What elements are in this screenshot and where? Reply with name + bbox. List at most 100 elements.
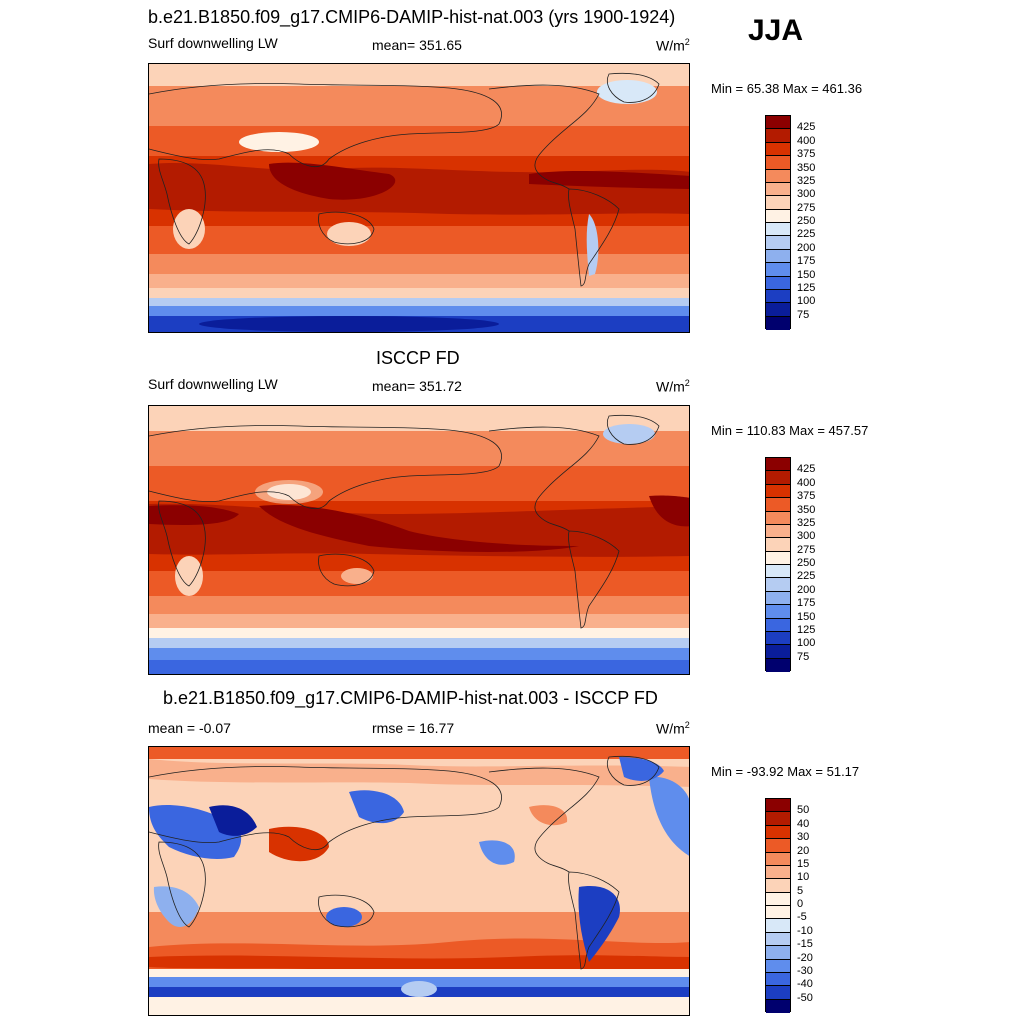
colorbar-tick-label: 400 — [797, 134, 816, 147]
colorbar-tick-label: 300 — [797, 188, 816, 201]
colorbar-swatch — [766, 799, 790, 813]
colorbar-swatch — [766, 879, 790, 893]
colorbar-swatch — [766, 223, 790, 237]
colorbar-tick-label: 375 — [797, 148, 816, 161]
colorbar-swatch — [766, 524, 790, 539]
colorbar-swatch — [766, 645, 790, 659]
colorbar-swatch — [766, 169, 790, 183]
colorbar-swatch — [766, 932, 790, 947]
colorbar-swatch — [766, 471, 790, 485]
colorbar-swatch — [766, 209, 790, 223]
colorbar-swatch — [766, 458, 790, 472]
colorbar-swatch — [766, 591, 790, 606]
colorbar-tick-label: -10 — [797, 924, 813, 937]
colorbar-swatch — [766, 825, 790, 840]
colorbar-tick-label: 75 — [797, 650, 810, 663]
colorbar-tick-label: 200 — [797, 583, 816, 596]
colorbar-swatch — [766, 249, 790, 264]
colorbar-swatch — [766, 812, 790, 826]
panel3-minmax: Min = -93.92 Max = 51.17 — [711, 764, 860, 779]
colorbar-tick-label: 275 — [797, 543, 816, 556]
colorbar-swatch — [766, 865, 790, 880]
colorbar-swatch — [766, 892, 790, 906]
panel2-variable-label: Surf downwelling LW — [148, 376, 278, 392]
panel1-units: W/m2 — [656, 37, 690, 54]
colorbar-swatch — [766, 631, 790, 646]
colorbar-tick-label: 325 — [797, 174, 816, 187]
panel3-rmse-label: rmse = 16.77 — [372, 720, 455, 736]
panel2-mean-label: mean= 351.72 — [372, 378, 462, 394]
colorbar-tick-label: 0 — [797, 898, 804, 910]
colorbar-tick-label: 10 — [797, 871, 810, 884]
colorbar-tick-label: 40 — [797, 817, 810, 830]
panel3-colorbar — [765, 798, 791, 1013]
panel2-title: ISCCP FD — [376, 348, 460, 368]
colorbar-tick-label: 175 — [797, 255, 816, 268]
colorbar-tick-label: -20 — [797, 951, 813, 964]
colorbar-tick-label: 125 — [797, 281, 816, 294]
colorbar-swatch — [766, 156, 790, 170]
colorbar-tick-label: 50 — [797, 804, 810, 817]
panel1-map — [148, 63, 690, 333]
colorbar-tick-label: 20 — [797, 844, 810, 857]
colorbar-tick-label: 375 — [797, 490, 816, 503]
colorbar-swatch — [766, 263, 790, 277]
colorbar-tick-label: 150 — [797, 268, 816, 281]
colorbar-tick-label: 275 — [797, 201, 816, 214]
colorbar-tick-label: 225 — [797, 228, 816, 241]
colorbar-tick-label: 30 — [797, 831, 810, 844]
colorbar-swatch — [766, 129, 790, 143]
panel3-map — [148, 746, 690, 1016]
colorbar-tick-label: 325 — [797, 516, 816, 529]
panel1-minmax: Min = 65.38 Max = 461.36 — [711, 81, 863, 96]
colorbar-swatch — [766, 498, 790, 512]
colorbar-swatch — [766, 316, 790, 330]
colorbar-swatch — [766, 116, 790, 130]
panel3-units: W/m2 — [656, 720, 690, 737]
colorbar-swatch — [766, 538, 790, 552]
panel1-colorbar — [765, 115, 791, 330]
panel2-colorbar — [765, 457, 791, 672]
colorbar-swatch — [766, 972, 790, 987]
colorbar-swatch — [766, 196, 790, 210]
panel2-units: W/m2 — [656, 378, 690, 395]
colorbar-tick-label: 175 — [797, 597, 816, 610]
colorbar-swatch — [766, 839, 790, 853]
colorbar-tick-label: 100 — [797, 295, 816, 308]
colorbar-swatch — [766, 511, 790, 525]
colorbar-tick-label: 100 — [797, 637, 816, 650]
colorbar-tick-label: 300 — [797, 530, 816, 543]
colorbar-swatch — [766, 578, 790, 592]
colorbar-swatch — [766, 906, 790, 920]
colorbar-swatch — [766, 303, 790, 317]
colorbar-swatch — [766, 919, 790, 933]
panel1-mean-label: mean= 351.65 — [372, 37, 462, 53]
colorbar-swatch — [766, 946, 790, 960]
colorbar-tick-label: -30 — [797, 964, 813, 977]
colorbar-swatch — [766, 276, 790, 290]
season-label: JJA — [748, 14, 804, 47]
colorbar-swatch — [766, 182, 790, 197]
colorbar-tick-label: 350 — [797, 503, 816, 516]
colorbar-tick-label: 125 — [797, 623, 816, 636]
colorbar-swatch — [766, 618, 790, 632]
colorbar-swatch — [766, 605, 790, 619]
colorbar-swatch — [766, 986, 790, 1000]
colorbar-swatch — [766, 999, 790, 1013]
colorbar-swatch — [766, 484, 790, 499]
panel2-map — [148, 405, 690, 675]
colorbar-tick-label: 250 — [797, 215, 816, 227]
panel1-title: b.e21.B1850.f09_g17.CMIP6-DAMIP-hist-nat… — [148, 7, 676, 27]
colorbar-tick-label: 15 — [797, 857, 810, 870]
colorbar-tick-label: 425 — [797, 121, 816, 134]
colorbar-swatch — [766, 551, 790, 565]
panel2-minmax: Min = 110.83 Max = 457.57 — [711, 423, 869, 438]
colorbar-swatch — [766, 852, 790, 866]
colorbar-swatch — [766, 658, 790, 672]
colorbar-tick-label: 200 — [797, 241, 816, 254]
colorbar-tick-label: 400 — [797, 476, 816, 489]
colorbar-tick-label: 225 — [797, 570, 816, 583]
colorbar-swatch — [766, 959, 790, 973]
colorbar-swatch — [766, 236, 790, 250]
colorbar-tick-label: -40 — [797, 978, 813, 991]
